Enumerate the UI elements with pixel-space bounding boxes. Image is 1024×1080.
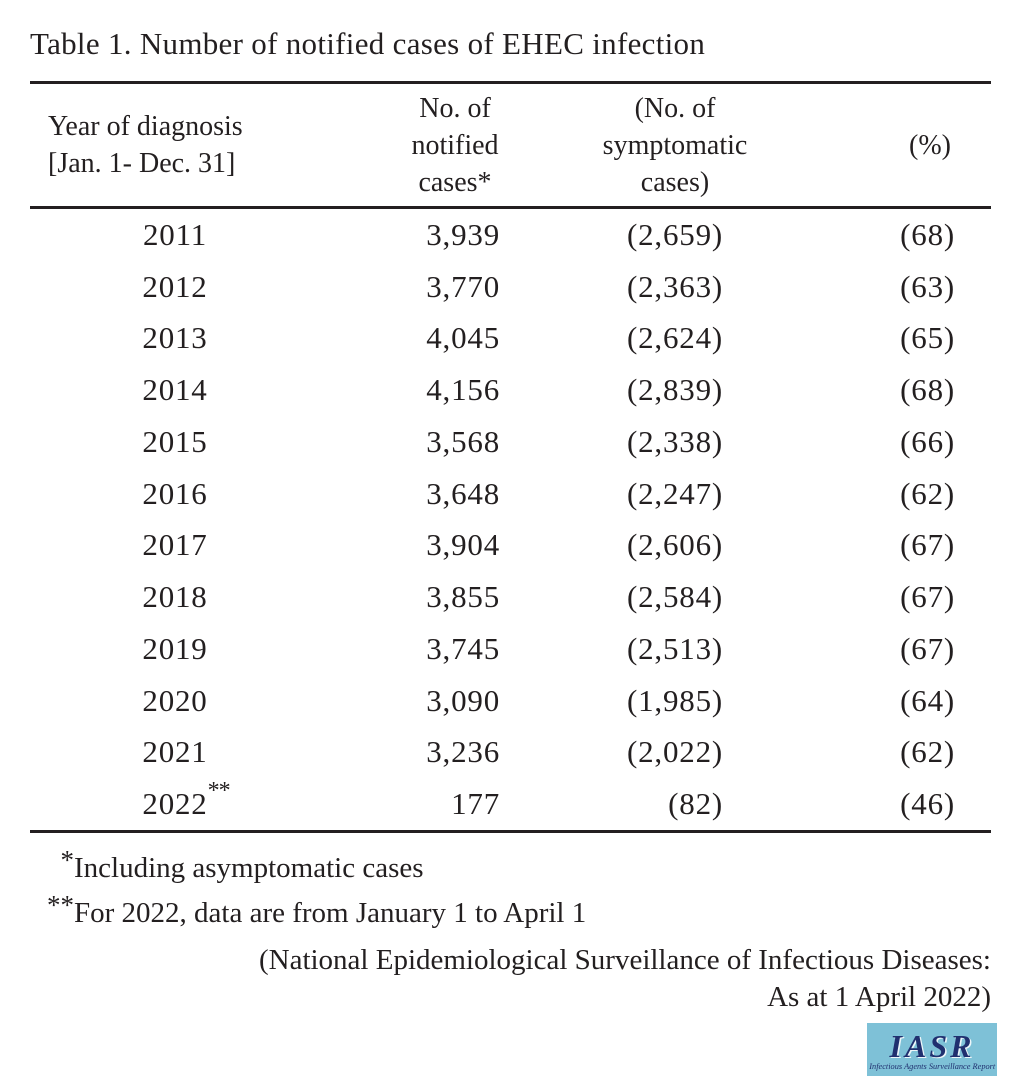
source-line-1: (National Epidemiological Surveillance o… bbox=[258, 944, 991, 976]
table-row: 2019 3,745 (2,513) (67) bbox=[30, 623, 991, 675]
table-title: Table 1. Number of notified cases of EHE… bbox=[30, 26, 706, 61]
symptomatic-cases-cell: (1,985) bbox=[627, 682, 723, 718]
notified-cases-cell: 3,855 bbox=[426, 579, 500, 615]
year-cell: 2011 bbox=[30, 208, 320, 261]
iasr-logo-text: IASR bbox=[889, 1027, 975, 1064]
table-row: 2018 3,855 (2,584) (67) bbox=[30, 571, 991, 623]
notified-cases-cell: 4,045 bbox=[426, 320, 500, 356]
year-value: 2011 bbox=[142, 216, 208, 252]
table-row: 2022 ** 177 (82) (46) bbox=[30, 778, 991, 832]
table-row: 2011 3,939 (2,659) (68) bbox=[30, 208, 991, 261]
symptomatic-cases-cell: (82) bbox=[668, 786, 723, 822]
table-header: Year of diagnosis [Jan. 1- Dec. 31] No. … bbox=[30, 83, 991, 208]
notified-cases-cell: 3,568 bbox=[426, 423, 500, 459]
symptomatic-cases-cell: (2,513) bbox=[627, 630, 723, 666]
year-cell: 2021 bbox=[30, 727, 320, 779]
year-cell: 2012 bbox=[30, 261, 320, 313]
percent-cell: (67) bbox=[900, 579, 955, 615]
notified-cases-cell: 3,904 bbox=[426, 527, 500, 563]
notified-cases-cell: 3,939 bbox=[426, 216, 500, 252]
year-cell: 2017 bbox=[30, 520, 320, 572]
source-line-2: As at 1 April 2022) bbox=[767, 981, 991, 1013]
year-value: 2012 bbox=[142, 268, 208, 304]
year-cell: 2014 bbox=[30, 364, 320, 416]
footnote-marker: * bbox=[60, 845, 75, 875]
source-attribution: (National Epidemiological Surveillance o… bbox=[0, 942, 991, 1016]
notified-cases-cell: 3,770 bbox=[426, 268, 500, 304]
footnotes: *Including asymptomatic cases **For 2022,… bbox=[30, 845, 1024, 936]
year-cell: 2016 bbox=[30, 468, 320, 520]
table-row: 2017 3,904 (2,606) (67) bbox=[30, 520, 991, 572]
notified-cases-cell: 3,745 bbox=[426, 630, 500, 666]
percent-cell: (68) bbox=[900, 372, 955, 408]
year-cell: 2019 bbox=[30, 623, 320, 675]
header-row: Year of diagnosis [Jan. 1- Dec. 31] No. … bbox=[30, 83, 991, 208]
iasr-logo: IASR Infectious Agents Surveillance Repo… bbox=[867, 1023, 997, 1076]
percent-cell: (46) bbox=[900, 786, 955, 822]
notified-cases-cell: 3,236 bbox=[426, 734, 500, 770]
iasr-logo-subtitle: Infectious Agents Surveillance Report bbox=[869, 1060, 995, 1071]
year-value: 2014 bbox=[142, 372, 208, 408]
percent-cell: (67) bbox=[900, 630, 955, 666]
percent-cell: (62) bbox=[900, 734, 955, 770]
year-cell: 2020 bbox=[30, 675, 320, 727]
header-notified-cases: No. of notified cases* bbox=[411, 92, 499, 198]
year-cell: 2022 ** bbox=[30, 778, 320, 831]
symptomatic-cases-cell: (2,839) bbox=[627, 372, 723, 408]
year-value: 2022 ** bbox=[142, 778, 230, 822]
ehec-notified-cases-table: Year of diagnosis [Jan. 1- Dec. 31] No. … bbox=[30, 81, 991, 833]
percent-cell: (65) bbox=[900, 320, 955, 356]
table-row: 2015 3,568 (2,338) (66) bbox=[30, 416, 991, 468]
year-value: 2019 bbox=[142, 630, 208, 666]
symptomatic-cases-cell: (2,247) bbox=[627, 475, 723, 511]
percent-cell: (63) bbox=[900, 268, 955, 304]
table-row: 2021 3,236 (2,022) (62) bbox=[30, 727, 991, 779]
year-value: 2018 bbox=[142, 579, 208, 615]
year-value: 2015 bbox=[142, 423, 208, 459]
footnote-text: For 2022, data are from January 1 to Apr… bbox=[74, 897, 587, 929]
notified-cases-cell: 4,156 bbox=[426, 372, 500, 408]
notified-cases-cell: 177 bbox=[451, 786, 500, 822]
year-cell: 2015 bbox=[30, 416, 320, 468]
symptomatic-cases-cell: (2,338) bbox=[627, 423, 723, 459]
header-year-of-diagnosis: Year of diagnosis [Jan. 1- Dec. 31] bbox=[48, 111, 243, 179]
table-body: 2011 3,939 (2,659) (68) 2012 3,770 (2,363) (63)… bbox=[30, 208, 991, 832]
year-cell: 2018 bbox=[30, 571, 320, 623]
header-symptomatic-cases: (No. of symptomatic cases) bbox=[602, 92, 748, 198]
footnote-marker: ** bbox=[47, 890, 74, 920]
year-value: 2017 bbox=[142, 527, 208, 563]
year-footnote-marker: ** bbox=[207, 778, 231, 805]
percent-cell: (67) bbox=[900, 527, 955, 563]
percent-cell: (66) bbox=[900, 423, 955, 459]
symptomatic-cases-cell: (2,022) bbox=[627, 734, 723, 770]
logo-row: IASR Infectious Agents Surveillance Repo… bbox=[0, 1023, 997, 1076]
symptomatic-cases-cell: (2,624) bbox=[627, 320, 723, 356]
table-row: 2016 3,648 (2,247) (62) bbox=[30, 468, 991, 520]
notified-cases-cell: 3,090 bbox=[426, 682, 500, 718]
year-cell: 2013 bbox=[30, 313, 320, 365]
year-value: 2013 bbox=[142, 320, 208, 356]
percent-cell: (62) bbox=[900, 475, 955, 511]
table-row: 2014 4,156 (2,839) (68) bbox=[30, 364, 991, 416]
footnote-line-1: *Including asymptomatic cases bbox=[30, 845, 1024, 891]
notified-cases-cell: 3,648 bbox=[426, 475, 500, 511]
year-value: 2016 bbox=[142, 475, 208, 511]
footnote-line-2: **For 2022, data are from January 1 to A… bbox=[30, 890, 1024, 936]
table-row: 2012 3,770 (2,363) (63) bbox=[30, 261, 991, 313]
header-percent: (%) bbox=[909, 129, 951, 161]
table-row: 2020 3,090 (1,985) (64) bbox=[30, 675, 991, 727]
symptomatic-cases-cell: (2,606) bbox=[627, 527, 723, 563]
year-value: 2021 bbox=[142, 734, 208, 770]
symptomatic-cases-cell: (2,363) bbox=[627, 268, 723, 304]
footnote-text: Including asymptomatic cases bbox=[74, 852, 424, 884]
year-value: 2020 bbox=[142, 682, 208, 718]
percent-cell: (64) bbox=[900, 682, 955, 718]
table-row: 2013 4,045 (2,624) (65) bbox=[30, 313, 991, 365]
symptomatic-cases-cell: (2,659) bbox=[627, 216, 723, 252]
symptomatic-cases-cell: (2,584) bbox=[627, 579, 723, 615]
percent-cell: (68) bbox=[900, 216, 955, 252]
